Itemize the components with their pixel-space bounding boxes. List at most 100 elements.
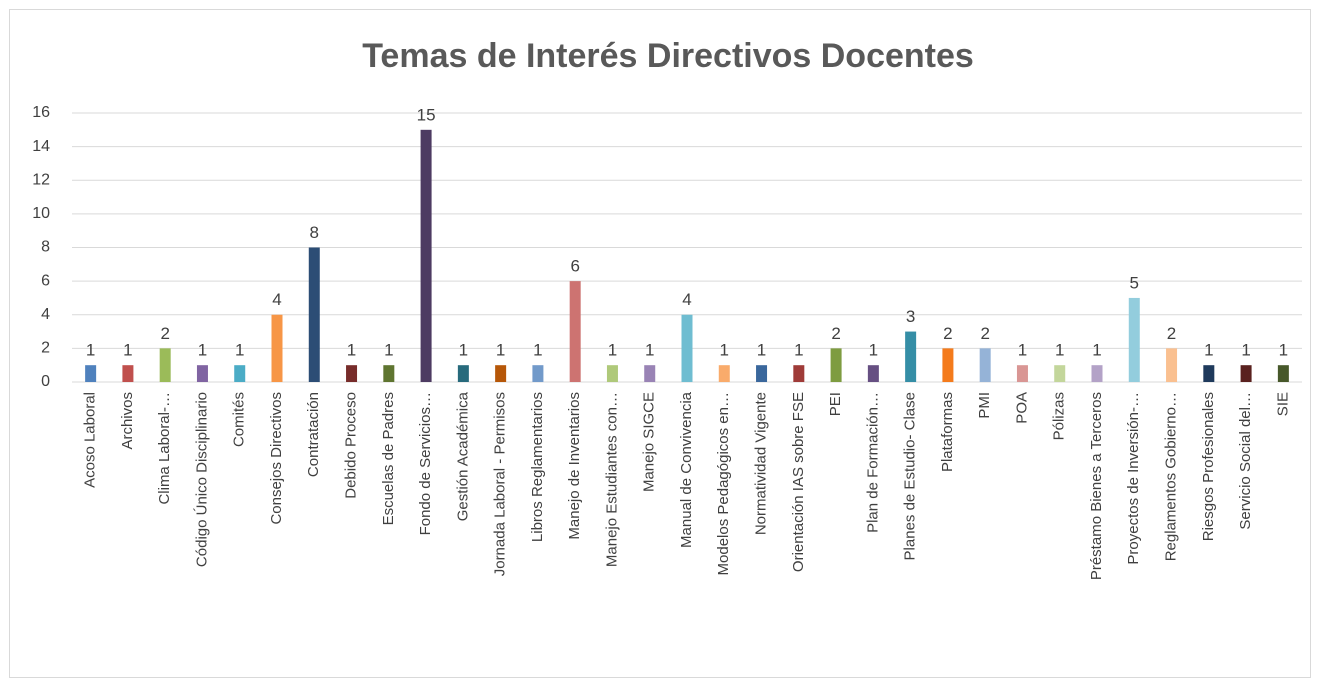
data-label: 1 xyxy=(86,341,95,360)
y-tick-label: 2 xyxy=(41,340,50,357)
x-tick-label: Orientación IAS sobre FSE xyxy=(790,392,807,572)
x-tick-label: Consejos Directivos xyxy=(268,392,285,525)
data-label: 1 xyxy=(1241,341,1250,360)
data-label: 4 xyxy=(682,290,691,309)
x-tick-label: Fondo de Servicios… xyxy=(417,392,434,535)
bar xyxy=(756,365,768,382)
data-label: 1 xyxy=(645,341,654,360)
x-tick-label: Gestión Académica xyxy=(454,391,471,521)
x-tick-label: Manejo SIGCE xyxy=(641,392,658,492)
data-label: 1 xyxy=(496,341,505,360)
data-label: 1 xyxy=(347,341,356,360)
x-tick-label: Préstamo Bienes a Terceros xyxy=(1088,392,1105,580)
x-tick-label: Riesgos Profesionales xyxy=(1200,392,1217,541)
data-label: 1 xyxy=(1018,341,1027,360)
data-label: 2 xyxy=(1167,324,1176,343)
x-tick-label: Debido Proceso xyxy=(343,392,360,499)
data-label: 1 xyxy=(1055,341,1064,360)
data-label: 15 xyxy=(417,105,436,124)
x-tick-label: Libros Reglamentarios xyxy=(529,392,546,542)
x-tick-label: POA xyxy=(1013,392,1030,424)
bar xyxy=(234,365,246,382)
data-label: 1 xyxy=(533,341,542,360)
x-tick-label: Código Único Disciplinario xyxy=(193,392,210,567)
data-label: 2 xyxy=(980,324,989,343)
bar xyxy=(346,365,358,382)
y-tick-label: 16 xyxy=(32,104,50,121)
data-label: 2 xyxy=(831,324,840,343)
x-tick-label: Contratación xyxy=(305,392,322,477)
x-tick-label: Comités xyxy=(231,392,248,447)
x-tick-label: Reglamentos Gobierno… xyxy=(1163,392,1180,561)
bar xyxy=(942,348,954,382)
bar xyxy=(1166,348,1178,382)
bar xyxy=(1277,365,1289,382)
bar xyxy=(606,365,618,382)
bar xyxy=(1091,365,1103,382)
bar xyxy=(905,331,917,382)
bar xyxy=(830,348,842,382)
x-tick-label: SIE xyxy=(1274,392,1291,416)
data-label: 1 xyxy=(1204,341,1213,360)
x-tick-label: Clima Laboral-… xyxy=(156,392,173,505)
data-label: 4 xyxy=(272,290,281,309)
bar xyxy=(681,314,693,382)
y-tick-label: 6 xyxy=(41,272,50,289)
data-label: 1 xyxy=(1279,341,1288,360)
data-label: 1 xyxy=(123,341,132,360)
bar xyxy=(532,365,544,382)
x-tick-label: Pólizas xyxy=(1051,392,1068,440)
x-tick-label: Plataformas xyxy=(939,392,956,472)
bar xyxy=(569,281,581,382)
data-label: 1 xyxy=(384,341,393,360)
bar xyxy=(644,365,656,382)
y-tick-label: 4 xyxy=(41,306,50,323)
data-label: 1 xyxy=(794,341,803,360)
data-label: 2 xyxy=(943,324,952,343)
x-tick-label: Acoso Laboral xyxy=(82,392,99,488)
x-tick-label: Modelos Pedagógicos en… xyxy=(715,392,732,575)
x-tick-label: Jornada Laboral - Permisos xyxy=(492,392,509,576)
data-label: 3 xyxy=(906,307,915,326)
x-tick-label: Proyectos de Inversión-… xyxy=(1125,392,1142,565)
bar xyxy=(308,247,320,382)
data-label: 1 xyxy=(235,341,244,360)
data-label: 1 xyxy=(757,341,766,360)
x-tick-label: Planes de Estudio- Clase xyxy=(902,392,919,560)
x-tick-label: Manual de Convivencia xyxy=(678,391,695,548)
bar xyxy=(383,365,395,382)
y-tick-label: 8 xyxy=(41,239,50,256)
bar xyxy=(1054,365,1066,382)
chart-title: Temas de Interés Directivos Docentes xyxy=(362,37,974,75)
bar xyxy=(420,129,432,382)
x-tick-label: Servicio Social del… xyxy=(1237,392,1254,530)
bar xyxy=(979,348,991,382)
y-tick-label: 14 xyxy=(32,138,50,155)
chart-border xyxy=(9,9,1311,678)
bar xyxy=(1016,365,1028,382)
x-tick-label: Manejo Estudiantes con… xyxy=(603,392,620,567)
bar xyxy=(1128,297,1140,382)
bar xyxy=(271,314,283,382)
x-tick-label: PEI xyxy=(827,392,844,416)
data-label: 1 xyxy=(198,341,207,360)
bar xyxy=(196,365,208,382)
bar xyxy=(718,365,730,382)
bar xyxy=(1203,365,1215,382)
bar xyxy=(867,365,879,382)
bar xyxy=(457,365,469,382)
data-label: 2 xyxy=(160,324,169,343)
bar xyxy=(495,365,507,382)
y-tick-label: 0 xyxy=(41,373,50,390)
x-tick-label: PMI xyxy=(976,392,993,419)
data-label: 1 xyxy=(459,341,468,360)
data-label: 1 xyxy=(608,341,617,360)
bar xyxy=(85,365,97,382)
x-tick-label: Escuelas de Padres xyxy=(380,392,397,525)
bar xyxy=(793,365,805,382)
bar xyxy=(1240,365,1252,382)
x-tick-label: Archivos xyxy=(119,392,136,450)
data-label: 1 xyxy=(869,341,878,360)
